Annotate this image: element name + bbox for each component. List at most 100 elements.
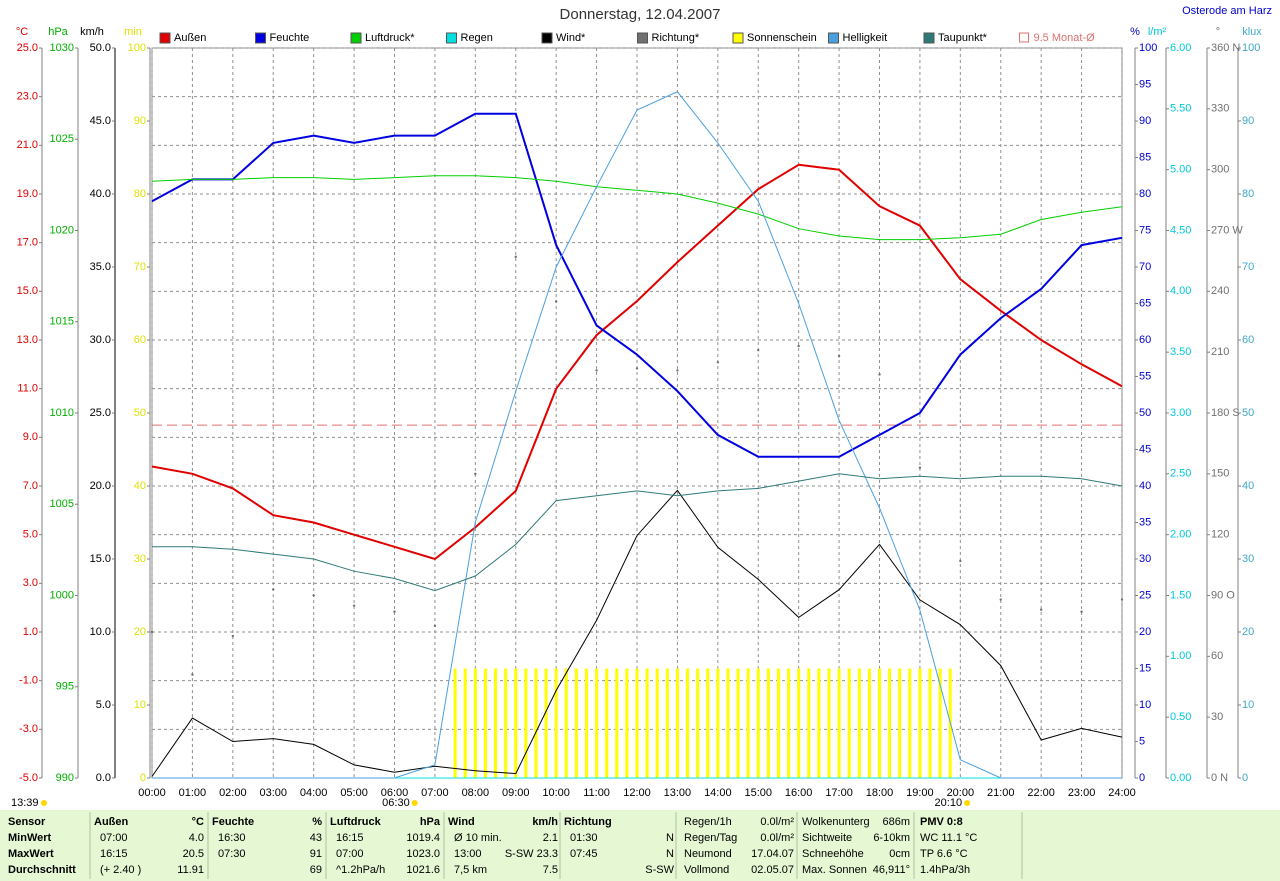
legend-swatch bbox=[159, 32, 171, 44]
y-tick-label: 10 bbox=[1139, 699, 1151, 711]
y-tick-label: 50.0 bbox=[90, 42, 111, 54]
y-tick-label: 90 O bbox=[1211, 589, 1235, 601]
cell: 16:30 bbox=[218, 832, 246, 844]
x-tick-label: 04:00 bbox=[300, 787, 328, 799]
row-label: MinWert bbox=[8, 832, 52, 844]
sun-marker bbox=[411, 800, 418, 806]
info-cell: 46,911° bbox=[873, 864, 910, 876]
sunshine-bar bbox=[857, 668, 861, 778]
y-tick-label: 0.00 bbox=[1170, 772, 1191, 784]
info-cell: 0.0l/m² bbox=[760, 832, 794, 844]
cell: 1021.6 bbox=[406, 864, 440, 876]
x-tick-label: 16:00 bbox=[785, 787, 813, 799]
y-tick-label: 100 bbox=[1242, 42, 1260, 54]
series-line bbox=[151, 163, 1123, 561]
y-tick-label: -3.0 bbox=[19, 723, 38, 735]
x-tick-label: 09:00 bbox=[502, 787, 530, 799]
direction-point bbox=[554, 300, 558, 303]
y-tick-label: 0 N bbox=[1211, 772, 1228, 784]
y-tick-label: 120 bbox=[1211, 529, 1229, 541]
legend-label: Helligkeit bbox=[843, 32, 888, 44]
legend-label: Außen bbox=[174, 32, 206, 44]
sunshine-bar bbox=[615, 668, 619, 778]
y-tick-label: 95 bbox=[1139, 78, 1151, 90]
direction-point bbox=[959, 559, 962, 563]
cell: 16:15 bbox=[100, 848, 128, 860]
info-cell: Schneehöhe bbox=[802, 848, 864, 860]
sunshine-bar bbox=[787, 668, 791, 778]
section-header: km/h bbox=[532, 816, 558, 828]
y-tick-label: 20 bbox=[134, 626, 146, 638]
legend-swatch bbox=[1019, 32, 1029, 43]
y-tick-label: 1.50 bbox=[1170, 589, 1191, 601]
cell: 16:15 bbox=[336, 832, 364, 844]
sunshine-bar bbox=[473, 668, 477, 778]
info-cell: 02.05.07 bbox=[751, 864, 794, 876]
direction-point bbox=[433, 624, 437, 628]
y-tick-label: 150 bbox=[1211, 468, 1229, 480]
axis-title: hPa bbox=[48, 26, 68, 38]
y-tick-label: 300 bbox=[1211, 164, 1229, 176]
y-tick-label: 23.0 bbox=[17, 91, 38, 103]
y-tick-label: 9.0 bbox=[23, 431, 38, 443]
legend-swatch bbox=[446, 32, 457, 44]
cell: 2.1 bbox=[543, 832, 558, 844]
y-tick-label: 100 bbox=[1139, 42, 1157, 54]
y-tick-label: 5.50 bbox=[1170, 103, 1191, 115]
y-tick-label: 70 bbox=[1242, 261, 1254, 273]
sunshine-bar bbox=[645, 668, 649, 778]
x-tick-label: 03:00 bbox=[259, 787, 287, 799]
sunshine-bar bbox=[867, 668, 871, 778]
direction-point bbox=[150, 630, 154, 634]
y-tick-label: 5.00 bbox=[1170, 164, 1191, 176]
legend-label: Regen bbox=[461, 32, 493, 44]
legend-label: 9.5 Monat-Ø bbox=[1034, 32, 1096, 44]
y-tick-label: 25.0 bbox=[90, 407, 111, 419]
section-header: °C bbox=[192, 816, 204, 828]
cell: 4.0 bbox=[189, 832, 204, 844]
chart-title: Donnerstag, 12.04.2007 bbox=[560, 6, 721, 23]
direction-point bbox=[716, 361, 720, 364]
y-tick-label: 1.0 bbox=[23, 626, 38, 638]
y-tick-label: 100 bbox=[128, 42, 146, 54]
direction-point bbox=[797, 344, 800, 348]
y-tick-label: 1025 bbox=[50, 133, 74, 145]
info-cell: TP 6.6 °C bbox=[920, 848, 968, 860]
y-tick-label: 25.0 bbox=[17, 42, 38, 54]
row-label: Durchschnitt bbox=[8, 864, 76, 876]
sunshine-bar bbox=[524, 668, 528, 778]
legend-label: Feuchte bbox=[270, 32, 310, 44]
y-tick-label: 30 bbox=[1242, 553, 1254, 565]
sunshine-bar bbox=[655, 668, 659, 778]
info-cell: Regen/1h bbox=[684, 816, 732, 828]
y-tick-label: -1.0 bbox=[19, 675, 38, 687]
y-tick-label: 65 bbox=[1139, 297, 1151, 309]
y-tick-label: 80 bbox=[1139, 188, 1151, 200]
y-tick-label: 15.0 bbox=[17, 285, 38, 297]
cell: 20.5 bbox=[183, 848, 204, 860]
direction-point bbox=[595, 369, 598, 372]
info-cell: Regen/Tag bbox=[684, 832, 737, 844]
sunshine-bar bbox=[625, 668, 629, 778]
x-tick-label: 13:00 bbox=[664, 787, 692, 799]
series-line bbox=[151, 489, 1123, 777]
y-tick-label: 80 bbox=[134, 188, 146, 200]
cell: 01:30 bbox=[570, 832, 598, 844]
sun-marker-label: 06:30 bbox=[382, 797, 410, 809]
sunshine-bar bbox=[807, 668, 811, 778]
x-tick-label: 06:00 bbox=[381, 787, 409, 799]
info-cell: 17.04.07 bbox=[751, 848, 794, 860]
y-tick-label: 6.00 bbox=[1170, 42, 1191, 54]
y-tick-label: 0.50 bbox=[1170, 711, 1191, 723]
x-tick-label: 18:00 bbox=[866, 787, 894, 799]
y-tick-label: 15.0 bbox=[90, 553, 111, 565]
cell: 07:30 bbox=[218, 848, 246, 860]
cell: N bbox=[666, 848, 674, 860]
axis-title: km/h bbox=[80, 26, 104, 38]
sunshine-bar bbox=[908, 668, 912, 778]
sunshine-bar bbox=[574, 668, 578, 778]
x-tick-label: 01:00 bbox=[179, 787, 207, 799]
y-tick-label: 360 N bbox=[1211, 42, 1240, 54]
cell: 1023.0 bbox=[406, 848, 440, 860]
y-tick-label: 70 bbox=[134, 261, 146, 273]
